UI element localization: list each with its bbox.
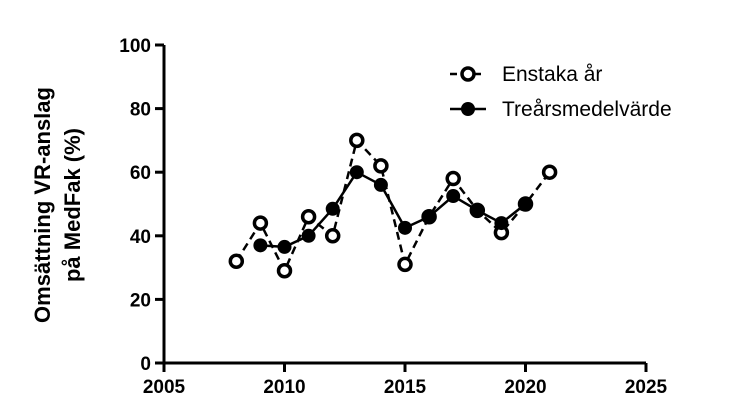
series-2-point <box>422 209 437 224</box>
series-1-point <box>300 208 317 225</box>
y-tick-label: 20 <box>130 290 151 311</box>
y-axis-title: Omsättning VR-anslag på MedFak (%) <box>30 87 85 323</box>
series-2-point <box>518 197 533 211</box>
series-2-point <box>494 216 509 231</box>
series-layer <box>228 132 558 279</box>
series-1-point <box>276 263 293 279</box>
series-2-point <box>470 203 485 218</box>
series-1-point <box>349 132 365 149</box>
y-tick-label: 0 <box>140 354 151 375</box>
y-tick-label: 60 <box>130 163 151 184</box>
series-1-point <box>228 253 245 269</box>
series-1-point <box>252 215 269 231</box>
y-axis-title-line-1: Omsättning VR-anslag <box>30 87 55 323</box>
x-tick-label: 2005 <box>143 377 186 398</box>
legend-series-1-marker <box>460 66 476 82</box>
x-tick-label: 2025 <box>625 377 668 398</box>
series-2-point <box>446 189 461 204</box>
series-2-point <box>253 238 268 253</box>
legend: Enstaka år Treårsmedelvärde <box>450 63 672 121</box>
series-1-point <box>541 164 558 180</box>
x-tick-label: 2010 <box>263 377 305 398</box>
series-1-point <box>373 158 389 174</box>
series-2-point <box>277 239 292 254</box>
series-1-point <box>324 228 341 244</box>
legend-series-2-marker <box>461 102 475 116</box>
axes: 0 20 40 60 80 100 2005 2010 2015 2020 2025 <box>119 36 667 398</box>
series-1-point <box>445 170 461 187</box>
series-2-point <box>301 228 316 243</box>
series-1-point <box>397 256 413 273</box>
series-2-point <box>325 201 340 216</box>
legend-series-2-label: Treårsmedelvärde <box>502 98 672 121</box>
y-axis-title-line-2: på MedFak (%) <box>60 128 85 282</box>
legend-series-1-label: Enstaka år <box>502 63 602 86</box>
series-2-point <box>398 220 412 235</box>
y-tick-label: 100 <box>119 36 151 57</box>
y-tick-label: 40 <box>130 227 151 248</box>
series-2-point <box>373 177 388 192</box>
x-tick-label: 2015 <box>384 377 427 398</box>
x-tick-label: 2020 <box>504 377 546 398</box>
series-2-point <box>349 165 364 180</box>
y-tick-label: 80 <box>130 100 151 121</box>
